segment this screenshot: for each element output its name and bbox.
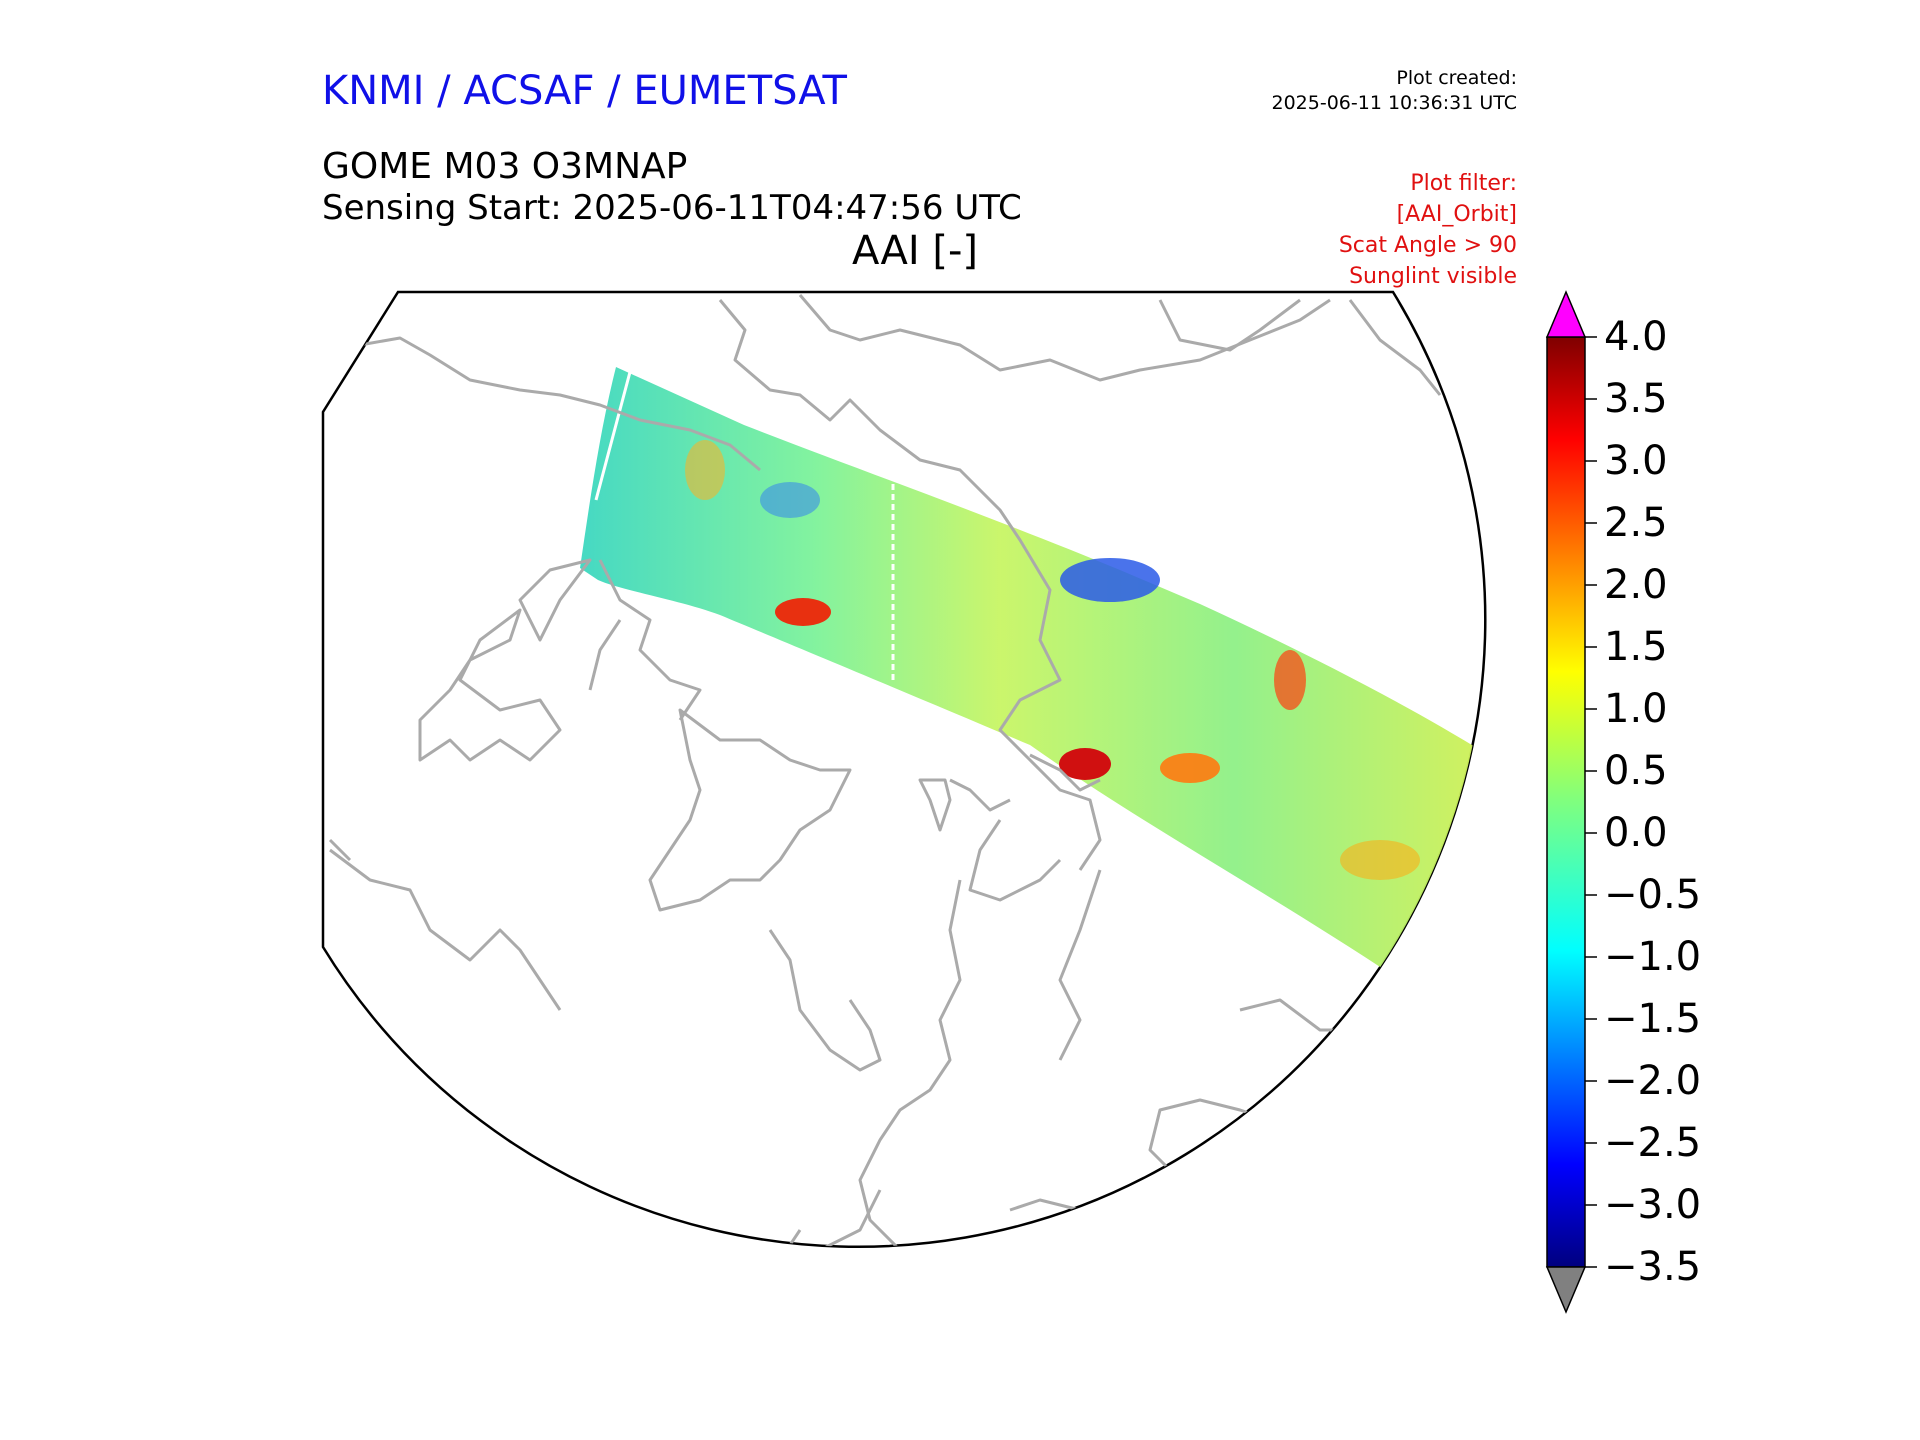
plot-filter-label: Plot filter: <box>1410 171 1517 196</box>
colorbar-extend-low <box>1545 1266 1587 1314</box>
plot-created: Plot created: 2025-06-11 10:36:31 UTC <box>1272 66 1518 116</box>
colorbar-tick-label: 3.0 <box>1604 438 1668 484</box>
mid-aai-region <box>1340 840 1420 880</box>
plot-filter-item: Scat Angle > 90 <box>1338 233 1517 258</box>
mid-aai-region <box>685 440 725 500</box>
plot-title: AAI [-] <box>852 228 978 274</box>
colorbar-tick-label: 3.5 <box>1604 376 1668 422</box>
aerosol-plume-hudson <box>775 598 831 626</box>
colorbar-tick-label: −2.0 <box>1604 1058 1702 1104</box>
colorbar-tick-label: 2.0 <box>1604 562 1668 608</box>
colorbar-tick-label: 0.5 <box>1604 748 1668 794</box>
colorbar-tick-label: 1.0 <box>1604 686 1668 732</box>
colorbar-tick-label: 4.0 <box>1604 314 1668 360</box>
low-aai-region <box>1060 558 1160 602</box>
sensing-start: Sensing Start: 2025-06-11T04:47:56 UTC <box>322 188 1022 228</box>
product-name: GOME M03 O3MNAP <box>322 146 688 187</box>
colorbar-tick-label: 0.0 <box>1604 810 1668 856</box>
colorbar <box>1545 290 1597 1314</box>
colorbar-tick-label: 2.5 <box>1604 500 1668 546</box>
plot-filter-item: Sunglint visible <box>1349 264 1517 289</box>
plot-filter: Plot filter: [AAI_Orbit] Scat Angle > 90… <box>1339 168 1517 292</box>
organization-title: KNMI / ACSAF / EUMETSAT <box>322 68 847 114</box>
aerosol-plume-canada <box>1059 748 1111 780</box>
colorbar-tick-label: 1.5 <box>1604 624 1668 670</box>
colorbar-tick-label: −1.0 <box>1604 934 1702 980</box>
plot-created-label: Plot created: <box>1396 67 1517 89</box>
colorbar-tick-label: −3.5 <box>1604 1244 1702 1290</box>
colorbar-tick-label: −2.5 <box>1604 1120 1702 1166</box>
swath-gap <box>594 371 632 501</box>
low-aai-region <box>760 482 820 518</box>
colorbar-tick-label: −1.5 <box>1604 996 1702 1042</box>
plot-filter-item: [AAI_Orbit] <box>1396 202 1517 227</box>
colorbar-extend-high <box>1545 290 1587 338</box>
aerosol-plume-north-pacific <box>1465 766 1486 834</box>
aerosol-plume-labrador <box>1160 753 1220 783</box>
colorbar-tick-label: −0.5 <box>1604 872 1702 918</box>
colorbar-tick-label: −3.0 <box>1604 1182 1702 1228</box>
plot-created-time: 2025-06-11 10:36:31 UTC <box>1271 92 1518 114</box>
colorbar-gradient <box>1546 336 1586 1268</box>
colorbar-ticks <box>1585 336 1597 1268</box>
satellite-swath <box>580 367 1486 1002</box>
mid-aai-region <box>1274 650 1306 710</box>
